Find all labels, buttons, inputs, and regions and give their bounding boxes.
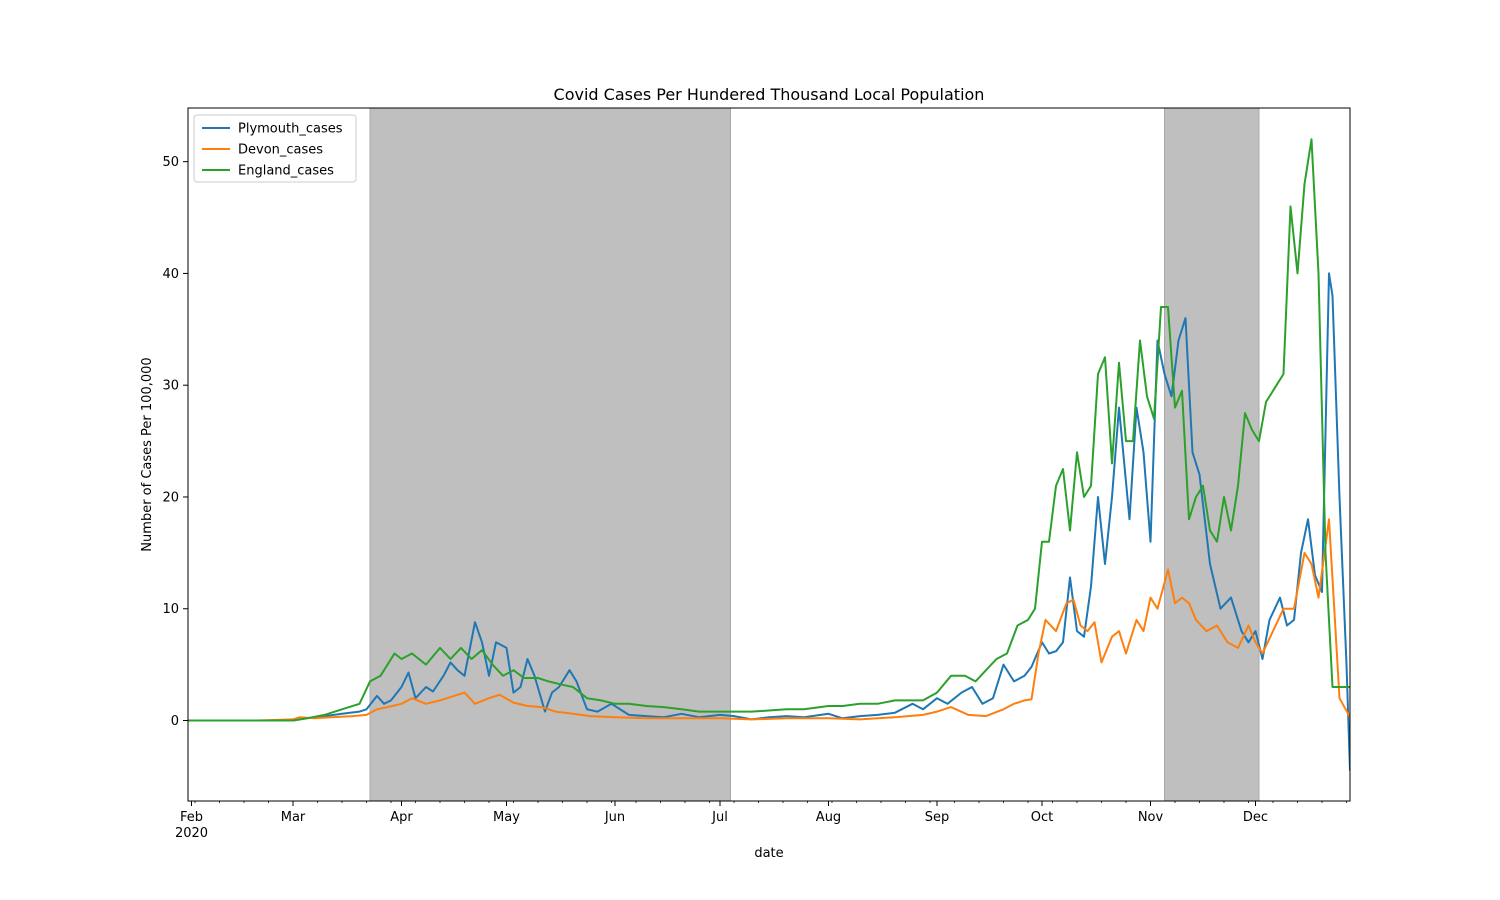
shaded-region-2 xyxy=(1164,108,1259,801)
y-tick-label: 0 xyxy=(171,714,179,729)
y-axis-ticks: 0 10 20 30 40 50 xyxy=(162,155,188,729)
x-tick-label: Aug xyxy=(816,810,841,825)
x-axis-label: date xyxy=(754,846,783,861)
plot-area-frame xyxy=(187,107,1351,802)
legend: Plymouth_cases Devon_cases England_cases xyxy=(193,114,357,183)
y-tick-label: 10 xyxy=(162,602,179,617)
series-lines xyxy=(188,138,1350,771)
chart-title: Covid Cases Per Hundered Thousand Local … xyxy=(554,85,985,104)
x-tick-label: Oct xyxy=(1031,810,1053,825)
x-tick-label: Jul xyxy=(711,810,728,825)
series-line-england-cases xyxy=(188,138,1350,722)
series-line-plymouth-cases xyxy=(188,272,1350,771)
x-tick-label: Sep xyxy=(925,810,950,825)
legend-label: England_cases xyxy=(238,164,334,179)
x-tick-label: Nov xyxy=(1138,810,1164,825)
y-axis-label: Number of Cases Per 100,000 xyxy=(140,357,155,551)
x-tick-label: Feb xyxy=(180,810,203,825)
y-tick-label: 20 xyxy=(162,490,179,505)
series-line-devon-cases xyxy=(188,518,1350,722)
x-tick-label: May xyxy=(493,810,520,825)
x-tick-label: Dec xyxy=(1243,810,1268,825)
shaded-region-1 xyxy=(370,108,731,801)
x-tick-label: Jun xyxy=(604,810,625,825)
legend-label: Plymouth_cases xyxy=(238,122,343,137)
y-tick-label: 50 xyxy=(162,155,179,170)
legend-box xyxy=(193,114,357,183)
x-tick-label: Apr xyxy=(390,810,413,825)
y-tick-label: 40 xyxy=(162,267,179,282)
legend-label: Devon_cases xyxy=(238,143,323,158)
x-tick-sublabel: 2020 xyxy=(175,826,208,841)
shaded-regions xyxy=(369,108,1260,801)
x-tick-label: Mar xyxy=(281,810,306,825)
y-tick-label: 30 xyxy=(162,379,179,394)
